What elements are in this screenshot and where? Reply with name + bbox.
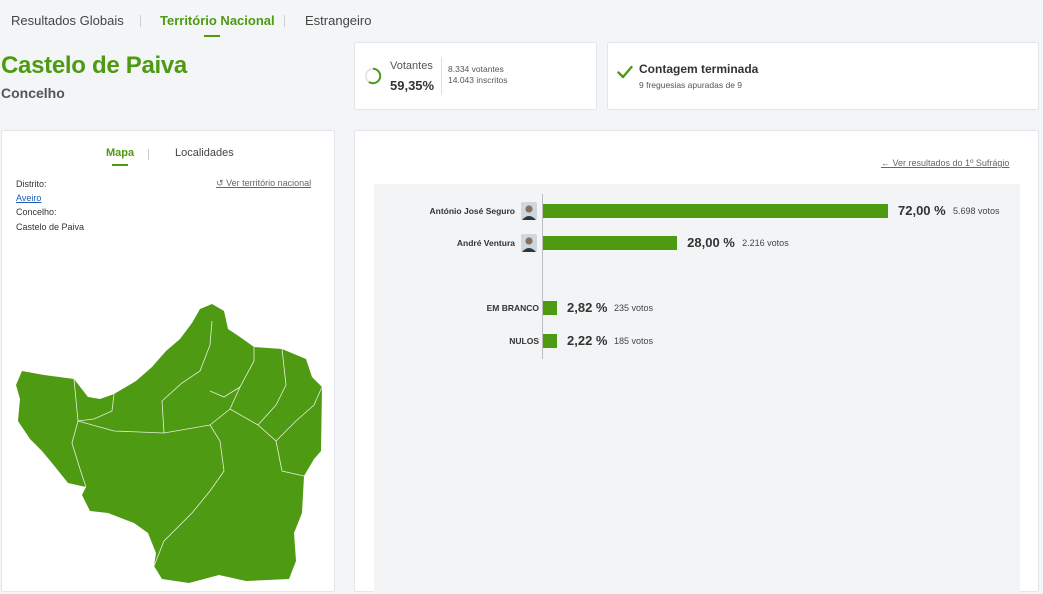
concelho-label: Concelho: bbox=[16, 207, 57, 217]
result-votes: 185 votos bbox=[614, 336, 654, 346]
chart-axis bbox=[542, 194, 543, 359]
result-votes: 2.216 votos bbox=[742, 238, 789, 248]
national-territory-link-label: Ver território nacional bbox=[226, 178, 312, 188]
tab-separator bbox=[140, 15, 141, 27]
result-bar bbox=[543, 301, 557, 315]
tab-resultados-globais[interactable]: Resultados Globais bbox=[11, 13, 124, 28]
result-percentage: 2,22 % bbox=[567, 333, 608, 348]
arrow-left-icon: ← bbox=[881, 158, 890, 168]
district-label: Distrito: bbox=[16, 179, 47, 189]
results-chart: António José Seguro 72,00 % 5.698 votos And… bbox=[374, 184, 1020, 594]
candidate-avatar bbox=[521, 234, 537, 252]
map-tab-localidades[interactable]: Localidades bbox=[175, 147, 234, 159]
result-label: NULOS bbox=[509, 336, 539, 346]
map-panel: Mapa Localidades Distrito: Aveiro Concel… bbox=[1, 130, 335, 592]
reset-icon: ↺ bbox=[216, 178, 224, 188]
map-tab-mapa[interactable]: Mapa bbox=[106, 147, 135, 159]
page-subtitle: Concelho bbox=[1, 85, 65, 101]
result-percentage: 72,00 % bbox=[898, 203, 946, 218]
map-tab-indicator bbox=[112, 164, 128, 166]
result-percentage: 28,00 % bbox=[687, 235, 735, 250]
page-title: Castelo de Paiva bbox=[1, 52, 187, 79]
voters-count: 8.334 votantes bbox=[448, 64, 504, 74]
result-label: EM BRANCO bbox=[486, 303, 539, 313]
map-tab-separator bbox=[148, 149, 149, 160]
results-panel: ← Ver resultados do 1º Sufrágio António … bbox=[354, 130, 1039, 594]
national-territory-link[interactable]: ↺ Ver território nacional bbox=[216, 178, 311, 189]
result-percentage: 2,82 % bbox=[567, 300, 608, 315]
result-bar bbox=[543, 236, 678, 250]
turnout-ring-icon bbox=[364, 67, 382, 85]
tab-territorio-nacional[interactable]: Território Nacional bbox=[160, 13, 275, 28]
result-votes: 5.698 votos bbox=[953, 206, 1000, 216]
candidate-avatar bbox=[521, 202, 537, 220]
municipality-map bbox=[16, 304, 323, 583]
first-round-link-label: Ver resultados do 1º Sufrágio bbox=[892, 158, 1010, 168]
result-label: André Ventura bbox=[456, 238, 515, 248]
divider bbox=[441, 57, 442, 95]
concelho-name: Castelo de Paiva bbox=[16, 222, 85, 232]
top-tabs: Resultados Globais Território Nacional E… bbox=[0, 0, 1043, 40]
count-status-detail: 9 freguesias apuradas de 9 bbox=[639, 80, 743, 90]
first-round-link[interactable]: ← Ver resultados do 1º Sufrágio bbox=[881, 158, 1009, 168]
tab-separator bbox=[284, 15, 285, 27]
registered-count: 14.043 inscritos bbox=[448, 75, 508, 85]
turnout-percentage: 59,35% bbox=[390, 78, 435, 93]
check-icon bbox=[617, 65, 633, 79]
result-votes: 235 votos bbox=[614, 303, 654, 313]
district-link[interactable]: Aveiro bbox=[16, 193, 42, 203]
count-status-title: Contagem terminada bbox=[639, 62, 759, 76]
result-bar bbox=[543, 334, 557, 348]
result-bar bbox=[543, 204, 888, 218]
tab-estrangeiro[interactable]: Estrangeiro bbox=[305, 13, 372, 28]
turnout-label: Votantes bbox=[390, 60, 433, 72]
active-tab-indicator bbox=[204, 35, 220, 37]
parish-borders bbox=[71, 320, 323, 567]
turnout-card: Votantes 59,35% 8.334 votantes 14.043 in… bbox=[354, 42, 597, 110]
count-status-card: Contagem terminada 9 freguesias apuradas… bbox=[607, 42, 1039, 110]
result-label: António José Seguro bbox=[429, 206, 515, 216]
